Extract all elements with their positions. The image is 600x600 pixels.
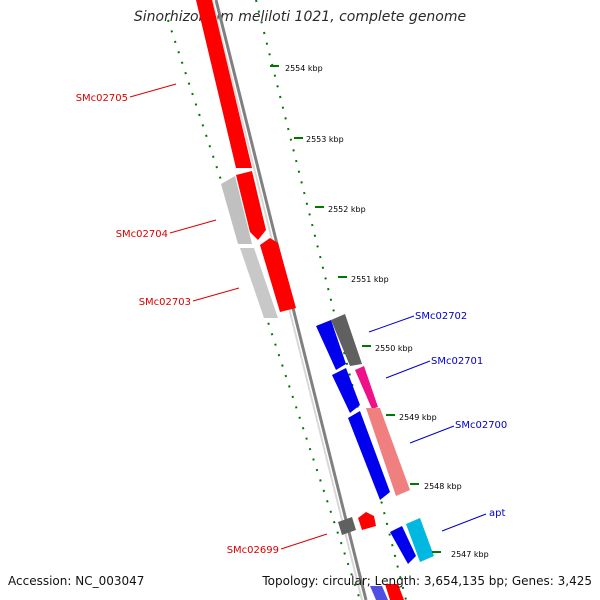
- gene-label-smc02701[interactable]: SMc02701: [431, 356, 483, 367]
- outer-guide-ring: [255, 0, 407, 600]
- genome-summary: Topology: circular; Length: 3,654,135 bp…: [262, 574, 592, 588]
- gene-smc02699-red-arrow[interactable]: [358, 512, 376, 530]
- label-leader-smc02703: [192, 287, 240, 302]
- scale-tick-label: 2550 kbp: [375, 344, 413, 353]
- gene-smc02702-arrow-1[interactable]: [316, 320, 346, 370]
- gene-smc02701-arrow[interactable]: [355, 366, 378, 409]
- gene-apt-cyan-block[interactable]: [406, 518, 434, 562]
- scale-tick-label: 2548 kbp: [424, 482, 462, 491]
- scale-tick-label: 2551 kbp: [351, 275, 389, 284]
- gene-smc02704-block[interactable]: [221, 176, 252, 244]
- gene-label-smc02700[interactable]: SMc02700: [455, 420, 507, 431]
- label-leader-apt: [441, 513, 487, 532]
- label-leader-smc02700: [409, 425, 455, 444]
- gene-label-apt[interactable]: apt: [489, 508, 505, 519]
- gene-bottom-red-fragment[interactable]: [385, 584, 404, 600]
- gene-bottom-blue-fragment[interactable]: [370, 586, 388, 600]
- scale-tick-label: 2554 kbp: [285, 64, 323, 73]
- gene-smc02703-block[interactable]: [240, 248, 278, 318]
- gene-smc02702-arrow-2[interactable]: [332, 368, 360, 413]
- gene-smc02702-grey-arrow[interactable]: [331, 314, 362, 366]
- gene-smc02700-salmon-block[interactable]: [366, 408, 410, 496]
- gene-smc02700-arrow[interactable]: [348, 411, 390, 500]
- gene-label-smc02703[interactable]: SMc02703: [139, 297, 191, 308]
- gene-smc02699-grey-block[interactable]: [338, 517, 356, 535]
- label-leader-smc02705: [129, 83, 177, 98]
- scale-tick-label: 2553 kbp: [306, 135, 344, 144]
- gene-smc02705-upper-arrow[interactable]: [236, 171, 266, 240]
- scale-tick-label: 2549 kbp: [399, 413, 437, 422]
- accession-label: Accession: NC_003047: [8, 574, 145, 588]
- gene-smc02705-lower-arrow[interactable]: [260, 238, 296, 312]
- gene-label-smc02704[interactable]: SMc02704: [116, 229, 168, 240]
- scale-tick-label: 2547 kbp: [451, 550, 489, 559]
- label-leader-smc02699: [280, 533, 328, 550]
- scale-tick-label: 2552 kbp: [328, 205, 366, 214]
- gene-label-smc02699[interactable]: SMc02699: [227, 545, 279, 556]
- label-leader-smc02704: [169, 219, 217, 234]
- gene-label-smc02702[interactable]: SMc02702: [415, 311, 467, 322]
- label-leader-smc02702: [368, 315, 415, 333]
- label-leader-smc02701: [385, 360, 431, 379]
- gene-label-smc02705[interactable]: SMc02705: [76, 93, 128, 104]
- gene-smc02705-block[interactable]: [196, 0, 252, 168]
- gene-apt-blue-arrow[interactable]: [390, 526, 416, 564]
